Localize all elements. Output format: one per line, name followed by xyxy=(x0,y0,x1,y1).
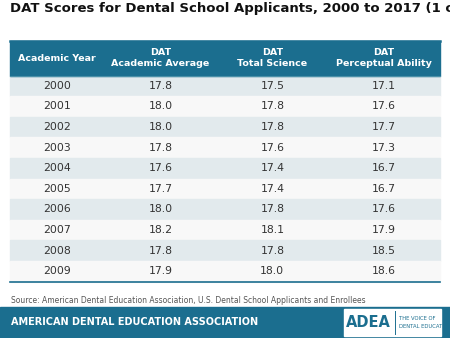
Text: DAT
Academic Average: DAT Academic Average xyxy=(111,48,210,68)
Bar xyxy=(10,75,440,96)
Text: 16.7: 16.7 xyxy=(372,184,396,194)
Bar xyxy=(10,117,440,137)
Text: 2008: 2008 xyxy=(43,246,71,256)
Text: 2009: 2009 xyxy=(43,266,71,276)
Text: 17.3: 17.3 xyxy=(372,143,396,153)
Text: 18.0: 18.0 xyxy=(260,266,284,276)
Bar xyxy=(10,137,440,158)
Text: AMERICAN DENTAL EDUCATION ASSOCIATION: AMERICAN DENTAL EDUCATION ASSOCIATION xyxy=(11,317,258,328)
Text: 2007: 2007 xyxy=(43,225,71,235)
Text: 17.5: 17.5 xyxy=(260,81,284,91)
Text: ADEA: ADEA xyxy=(346,315,391,330)
Bar xyxy=(10,261,440,282)
Bar xyxy=(0,307,450,338)
Text: 2000: 2000 xyxy=(43,81,71,91)
Text: 2004: 2004 xyxy=(43,163,71,173)
Text: 17.7: 17.7 xyxy=(148,184,172,194)
Text: 2006: 2006 xyxy=(43,204,71,214)
Text: 17.4: 17.4 xyxy=(260,163,284,173)
Text: Source: American Dental Education Association, U.S. Dental School Applicants and: Source: American Dental Education Associ… xyxy=(11,296,366,305)
Bar xyxy=(10,199,440,220)
Text: 18.0: 18.0 xyxy=(148,122,172,132)
Text: 2001: 2001 xyxy=(43,101,71,112)
Text: 17.7: 17.7 xyxy=(372,122,396,132)
Text: 17.9: 17.9 xyxy=(372,225,396,235)
Text: 17.8: 17.8 xyxy=(260,101,284,112)
Text: 17.4: 17.4 xyxy=(260,184,284,194)
Text: 18.0: 18.0 xyxy=(148,101,172,112)
Bar xyxy=(344,309,441,336)
Text: Academic Year: Academic Year xyxy=(18,53,96,63)
Text: 18.6: 18.6 xyxy=(372,266,396,276)
Text: 16.7: 16.7 xyxy=(372,163,396,173)
Text: 17.6: 17.6 xyxy=(372,204,396,214)
Bar xyxy=(10,41,440,75)
Bar xyxy=(10,158,440,178)
Text: 2002: 2002 xyxy=(43,122,71,132)
Text: 17.8: 17.8 xyxy=(148,143,172,153)
Text: DAT
Perceptual Ability: DAT Perceptual Ability xyxy=(336,48,432,68)
Bar xyxy=(10,96,440,117)
Text: DENTAL EDUCATION: DENTAL EDUCATION xyxy=(399,324,450,329)
Text: 17.8: 17.8 xyxy=(148,81,172,91)
Text: THE VOICE OF: THE VOICE OF xyxy=(399,316,436,321)
Text: 17.8: 17.8 xyxy=(148,246,172,256)
Bar xyxy=(10,220,440,240)
Text: 17.6: 17.6 xyxy=(148,163,172,173)
Text: 17.9: 17.9 xyxy=(148,266,172,276)
Text: 17.1: 17.1 xyxy=(372,81,396,91)
Text: 17.6: 17.6 xyxy=(260,143,284,153)
Text: 18.2: 18.2 xyxy=(148,225,172,235)
Text: 18.5: 18.5 xyxy=(372,246,396,256)
Text: 18.1: 18.1 xyxy=(260,225,284,235)
Text: 2005: 2005 xyxy=(43,184,71,194)
Text: DAT Scores for Dental School Applicants, 2000 to 2017 (1 of 2): DAT Scores for Dental School Applicants,… xyxy=(10,2,450,15)
Text: 17.8: 17.8 xyxy=(260,246,284,256)
Bar xyxy=(10,240,440,261)
Text: DAT
Total Science: DAT Total Science xyxy=(237,48,307,68)
Text: 17.8: 17.8 xyxy=(260,204,284,214)
Text: 18.0: 18.0 xyxy=(148,204,172,214)
Bar xyxy=(10,178,440,199)
Text: 17.8: 17.8 xyxy=(260,122,284,132)
Text: 17.6: 17.6 xyxy=(372,101,396,112)
Text: 2003: 2003 xyxy=(43,143,71,153)
